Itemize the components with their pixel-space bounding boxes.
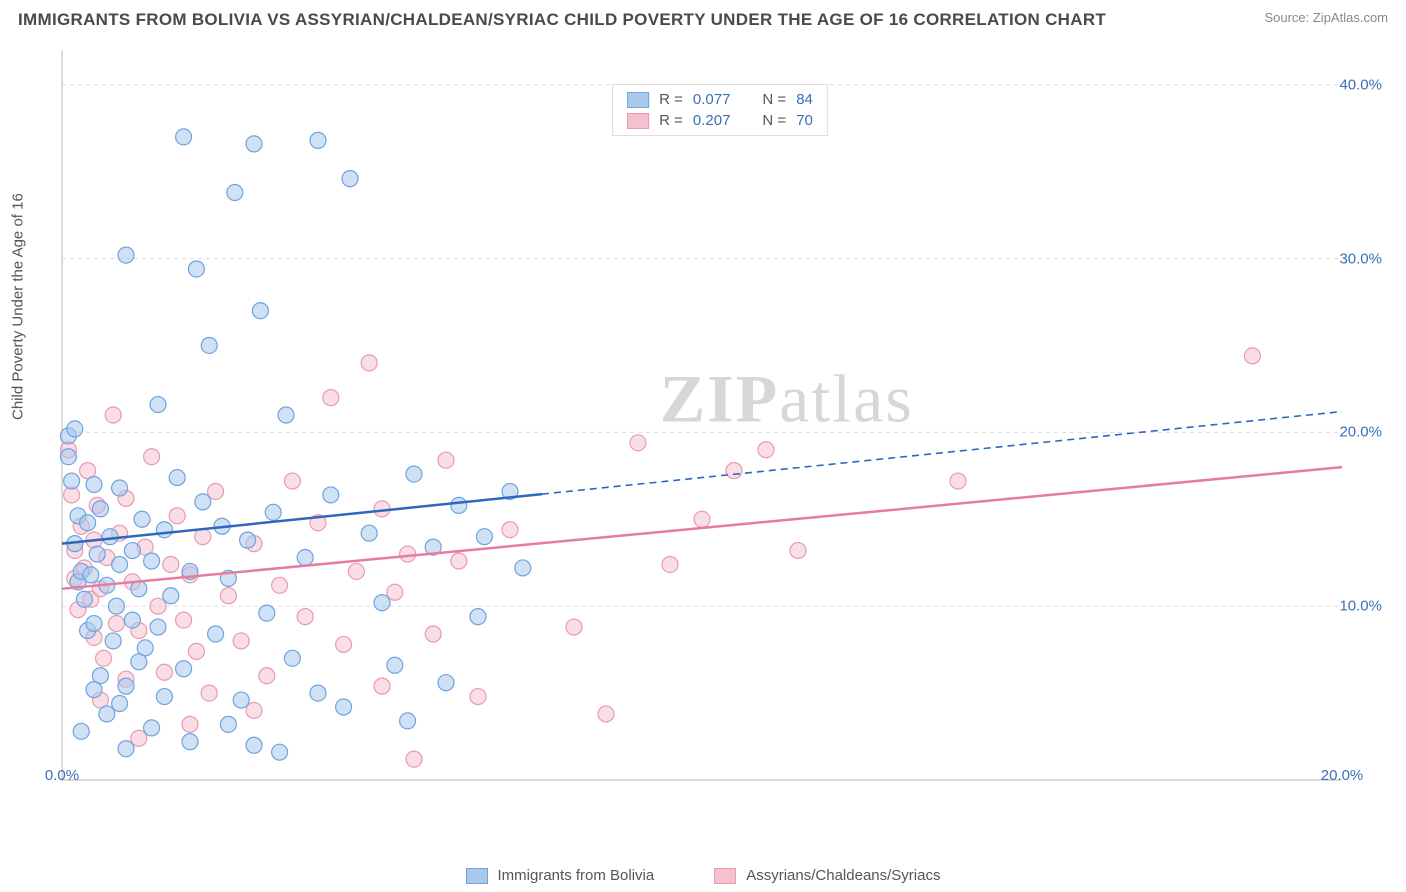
swatch-assyrian-icon	[627, 113, 649, 129]
n-label: N =	[762, 91, 786, 108]
swatch-bolivia-icon	[466, 868, 488, 884]
legend-stats: R = 0.077 N = 84 R = 0.207 N = 70	[612, 84, 828, 136]
legend-label: Immigrants from Bolivia	[498, 867, 655, 884]
legend-item: Assyrians/Chaldeans/Syriacs	[714, 867, 940, 884]
y-tick-label: 20.0%	[1339, 424, 1382, 441]
x-tick-label: 0.0%	[45, 767, 79, 784]
legend-series: Immigrants from Bolivia Assyrians/Chalde…	[0, 867, 1406, 884]
r-value: 0.077	[693, 91, 731, 108]
swatch-bolivia-icon	[627, 92, 649, 108]
chart-title: IMMIGRANTS FROM BOLIVIA VS ASSYRIAN/CHAL…	[18, 10, 1106, 30]
y-tick-label: 10.0%	[1339, 598, 1382, 615]
y-tick-label: 40.0%	[1339, 76, 1382, 93]
n-value: 84	[796, 91, 813, 108]
y-axis-label: Child Poverty Under the Age of 16	[10, 193, 27, 420]
legend-stats-row: R = 0.077 N = 84	[627, 89, 813, 110]
chart-header: IMMIGRANTS FROM BOLIVIA VS ASSYRIAN/CHAL…	[18, 10, 1388, 30]
r-label: R =	[659, 112, 683, 129]
n-value: 70	[796, 112, 813, 129]
legend-label: Assyrians/Chaldeans/Syriacs	[746, 867, 940, 884]
legend-stats-row: R = 0.207 N = 70	[627, 110, 813, 131]
source-label: Source: ZipAtlas.com	[1264, 10, 1388, 25]
chart-area: ZIPatlas R = 0.077 N = 84 R = 0.207 N = …	[52, 40, 1388, 820]
y-tick-label: 30.0%	[1339, 250, 1382, 267]
n-label: N =	[762, 112, 786, 129]
r-value: 0.207	[693, 112, 731, 129]
legend-item: Immigrants from Bolivia	[466, 867, 655, 884]
swatch-assyrian-icon	[714, 868, 736, 884]
x-tick-label: 20.0%	[1321, 767, 1364, 784]
scatter-plot	[52, 40, 1388, 820]
r-label: R =	[659, 91, 683, 108]
